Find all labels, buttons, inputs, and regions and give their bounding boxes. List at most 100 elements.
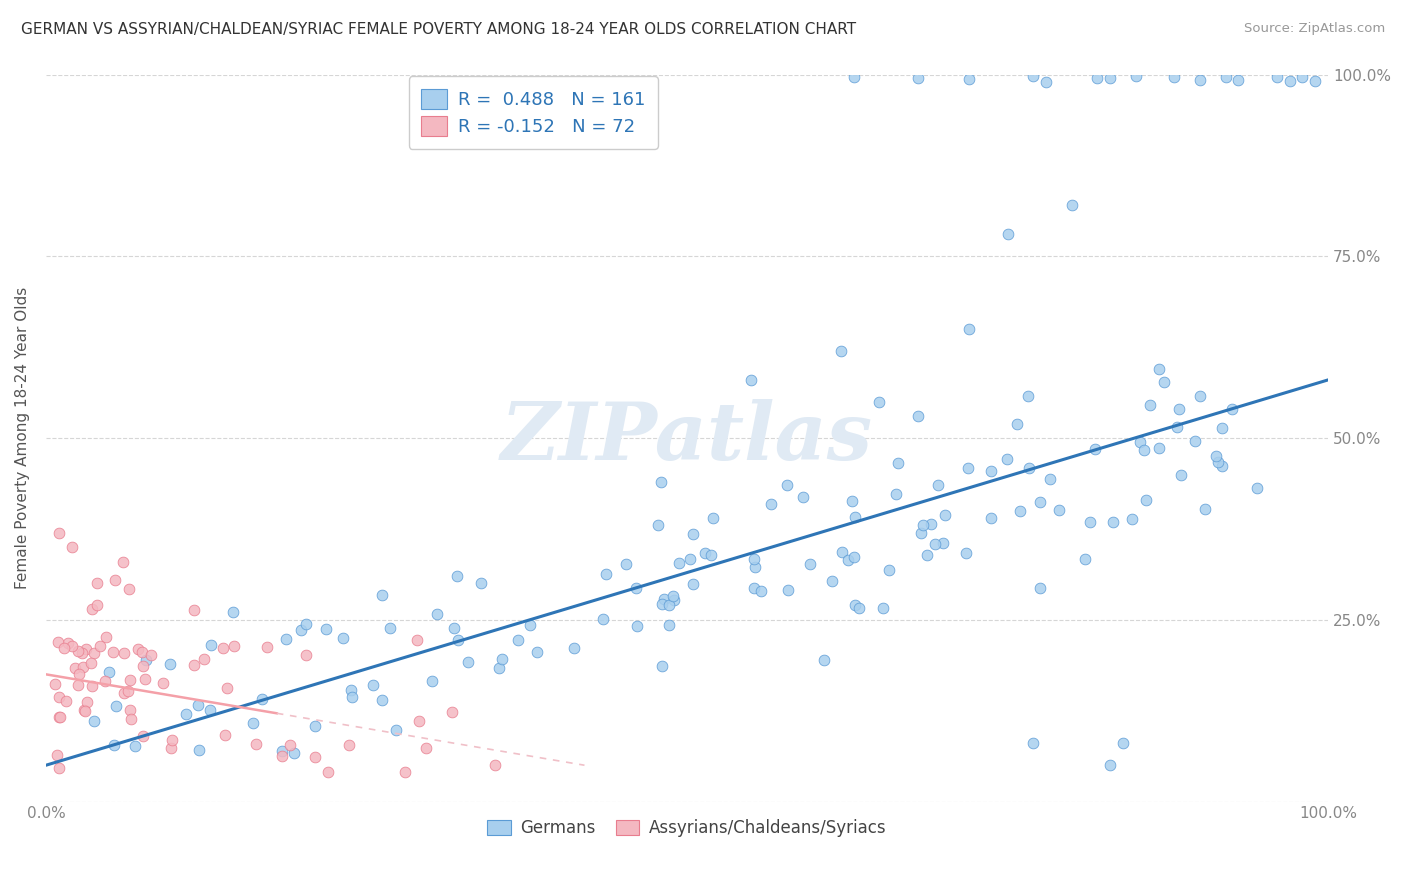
Point [1194, 502, 1216, 516]
Point [118, 582, 141, 597]
Point [66, 644, 89, 658]
Point [132, 729, 155, 743]
Point [1047, 502, 1070, 516]
Point [776, 478, 799, 492]
Point [915, 548, 938, 562]
Point [1035, 75, 1057, 89]
Point [932, 536, 955, 550]
Point [160, 732, 183, 747]
Point [120, 703, 142, 717]
Point [187, 698, 209, 713]
Point [89, 639, 111, 653]
Point [792, 490, 814, 504]
Point [406, 633, 429, 648]
Point [290, 624, 312, 638]
Point [443, 621, 465, 635]
Point [152, 676, 174, 690]
Point [470, 576, 492, 591]
Point [371, 588, 394, 602]
Point [526, 645, 548, 659]
Point [70, 646, 93, 660]
Y-axis label: Female Poverty Among 18-24 Year Olds: Female Poverty Among 18-24 Year Olds [15, 287, 30, 590]
Point [120, 713, 142, 727]
Point [1139, 398, 1161, 412]
Point [52, 640, 75, 655]
Point [139, 648, 162, 663]
Point [112, 686, 135, 700]
Point [97, 665, 120, 680]
Point [60, 639, 83, 653]
Point [48, 761, 70, 775]
Point [1060, 198, 1083, 212]
Point [831, 545, 853, 559]
Point [256, 640, 278, 654]
Point [94, 674, 117, 689]
Point [1133, 442, 1156, 457]
Point [799, 557, 821, 571]
Point [872, 601, 894, 615]
Point [1008, 504, 1031, 518]
Point [1007, 417, 1029, 432]
Point [159, 740, 181, 755]
Point [1028, 581, 1050, 595]
Point [776, 582, 799, 597]
Point [1305, 74, 1327, 88]
Point [664, 593, 686, 607]
Point [211, 641, 233, 656]
Point [1125, 69, 1147, 83]
Point [76, 695, 98, 709]
Point [651, 658, 673, 673]
Point [837, 553, 859, 567]
Point [415, 741, 437, 756]
Point [44, 677, 66, 691]
Point [564, 640, 586, 655]
Point [83, 646, 105, 660]
Point [446, 632, 468, 647]
Point [844, 599, 866, 613]
Point [924, 537, 946, 551]
Point [55, 693, 77, 707]
Point [332, 631, 354, 645]
Point [842, 549, 865, 564]
Point [420, 673, 443, 688]
Point [957, 71, 980, 86]
Point [955, 546, 977, 560]
Point [73, 703, 96, 717]
Point [60, 540, 83, 554]
Point [104, 574, 127, 588]
Point [668, 556, 690, 570]
Point [910, 526, 932, 541]
Point [997, 227, 1019, 242]
Point [927, 478, 949, 492]
Point [624, 581, 647, 595]
Point [1129, 435, 1152, 450]
Point [67, 667, 90, 681]
Point [46, 635, 69, 649]
Point [127, 641, 149, 656]
Point [132, 659, 155, 673]
Point [1078, 515, 1101, 529]
Point [46, 748, 69, 763]
Point [394, 765, 416, 780]
Point [1215, 70, 1237, 84]
Point [1099, 71, 1122, 86]
Point [124, 739, 146, 753]
Point [1135, 492, 1157, 507]
Point [339, 683, 361, 698]
Point [980, 464, 1002, 478]
Point [371, 693, 394, 707]
Point [813, 653, 835, 667]
Point [1222, 401, 1244, 416]
Point [907, 409, 929, 424]
Text: ZIPatlas: ZIPatlas [501, 400, 873, 477]
Point [744, 560, 766, 574]
Point [1022, 736, 1045, 750]
Point [1085, 71, 1108, 86]
Point [868, 394, 890, 409]
Point [304, 718, 326, 732]
Point [222, 605, 245, 619]
Point [595, 567, 617, 582]
Point [242, 716, 264, 731]
Point [80, 680, 103, 694]
Point [679, 551, 702, 566]
